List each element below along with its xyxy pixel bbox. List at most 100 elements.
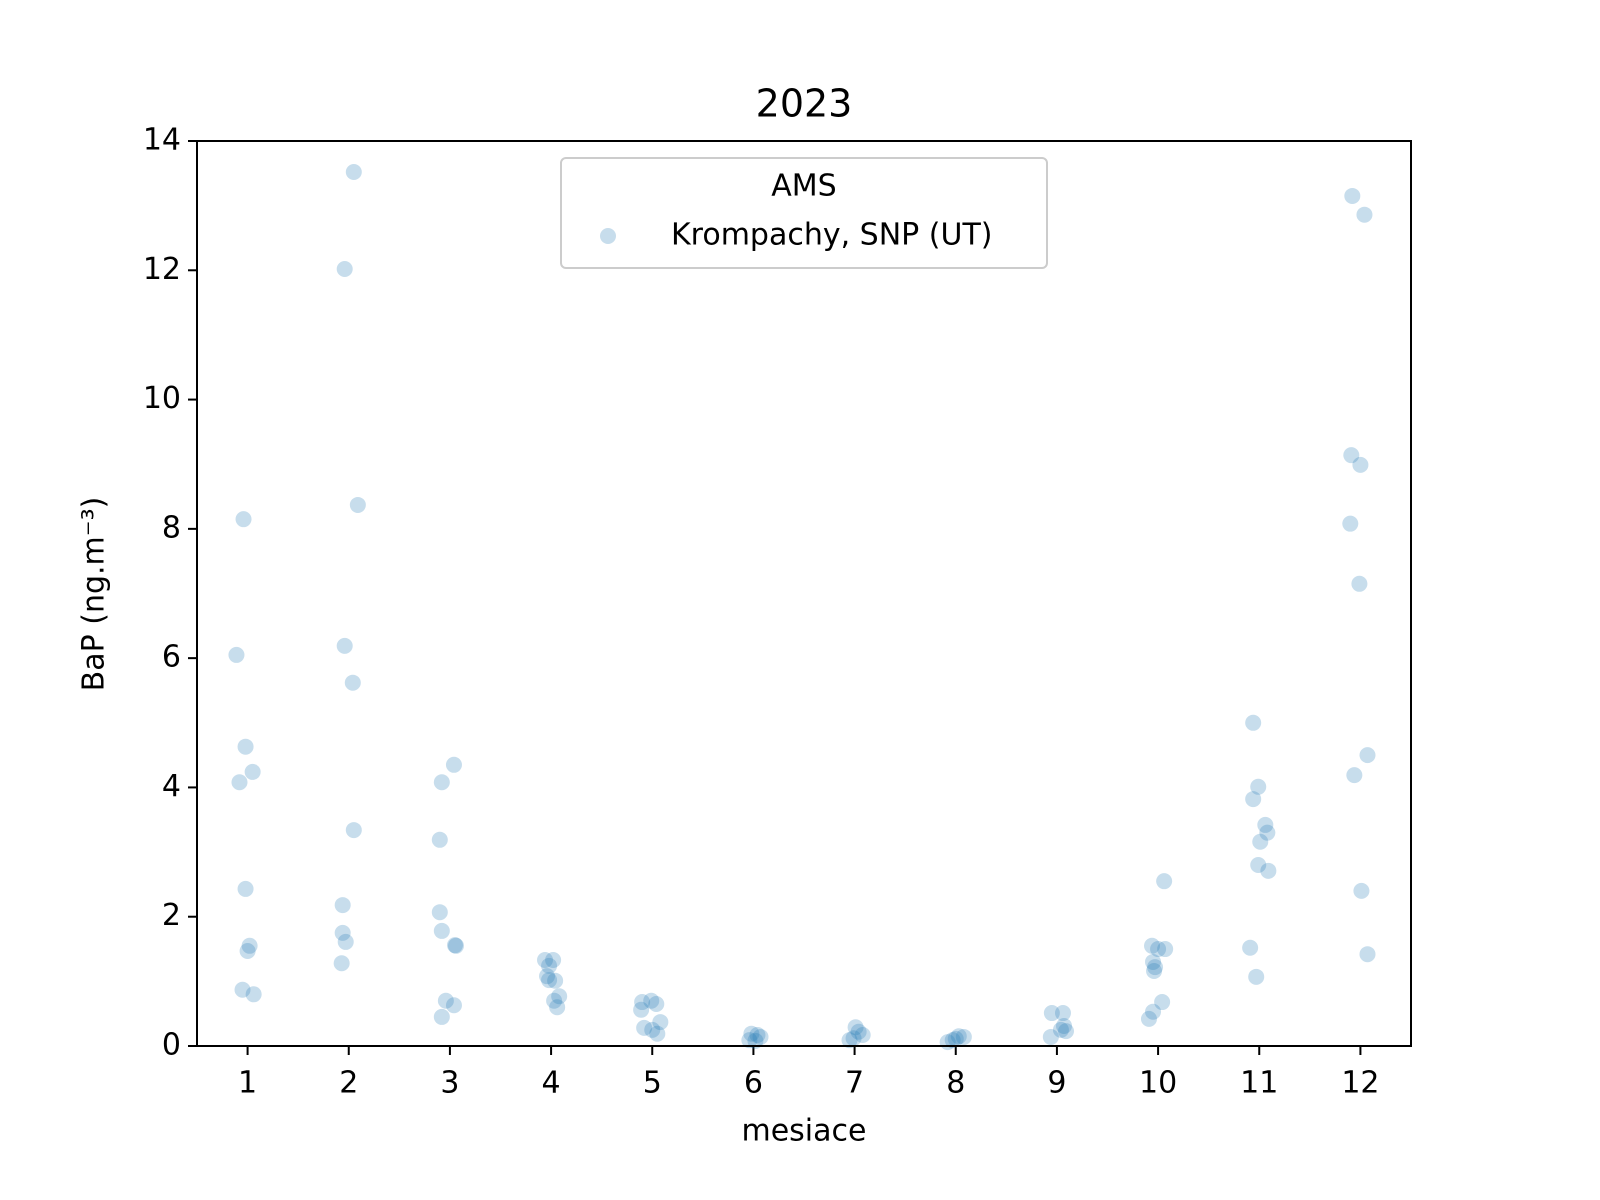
point bbox=[1245, 791, 1262, 808]
point bbox=[1259, 824, 1276, 841]
point bbox=[1257, 816, 1274, 833]
x-tick-label: 5 bbox=[643, 1066, 662, 1101]
point bbox=[344, 674, 361, 691]
x-tick-label: 8 bbox=[946, 1066, 965, 1101]
point bbox=[537, 952, 554, 969]
point bbox=[1154, 994, 1171, 1011]
point bbox=[854, 1027, 871, 1044]
point bbox=[547, 972, 564, 989]
y-tick-label: 12 bbox=[143, 252, 181, 287]
point bbox=[1342, 515, 1359, 532]
x-tick-label: 9 bbox=[1047, 1066, 1066, 1101]
y-tick-label: 4 bbox=[162, 769, 181, 804]
point bbox=[333, 955, 350, 972]
y-tick-label: 8 bbox=[162, 510, 181, 545]
plot-frame bbox=[196, 140, 1412, 1047]
y-tick-label: 14 bbox=[143, 123, 181, 158]
point bbox=[741, 1032, 758, 1049]
x-tick-label: 3 bbox=[440, 1066, 459, 1101]
point bbox=[1042, 1028, 1059, 1045]
x-tick-label: 6 bbox=[744, 1066, 763, 1101]
point bbox=[334, 924, 351, 941]
point bbox=[845, 1030, 862, 1047]
point bbox=[541, 957, 558, 974]
point bbox=[1150, 941, 1167, 958]
point bbox=[752, 1028, 769, 1045]
point bbox=[1359, 946, 1376, 963]
point bbox=[1146, 963, 1163, 980]
x-tick-label: 1 bbox=[238, 1066, 257, 1101]
point bbox=[1352, 456, 1369, 473]
point bbox=[1260, 862, 1277, 879]
point bbox=[743, 1025, 760, 1042]
point bbox=[955, 1028, 972, 1045]
chart-title: 2023 bbox=[756, 82, 853, 126]
point bbox=[841, 1032, 858, 1049]
point bbox=[237, 738, 254, 755]
y-axis-label: BaP (ng.m⁻³) bbox=[77, 497, 112, 692]
point bbox=[433, 774, 450, 791]
legend-label: Krompachy, SNP (UT) bbox=[671, 218, 993, 253]
point bbox=[652, 1014, 669, 1031]
x-tick-label: 7 bbox=[845, 1066, 864, 1101]
point bbox=[433, 1008, 450, 1025]
point bbox=[944, 1032, 961, 1049]
point bbox=[749, 1027, 766, 1044]
point bbox=[431, 904, 448, 921]
point bbox=[1144, 937, 1161, 954]
point bbox=[549, 999, 566, 1016]
point bbox=[228, 646, 245, 663]
point bbox=[636, 1019, 653, 1036]
point bbox=[345, 164, 362, 181]
point bbox=[643, 992, 660, 1009]
point bbox=[950, 1028, 967, 1045]
point bbox=[1359, 747, 1376, 764]
point bbox=[446, 937, 463, 954]
point bbox=[1055, 1017, 1072, 1034]
point bbox=[1052, 1021, 1069, 1038]
point bbox=[334, 897, 351, 914]
point bbox=[545, 952, 562, 969]
point bbox=[1356, 206, 1373, 223]
point bbox=[237, 880, 254, 897]
point bbox=[644, 1021, 661, 1038]
point bbox=[445, 756, 462, 773]
point bbox=[447, 937, 464, 954]
y-tick-label: 6 bbox=[162, 640, 181, 675]
y-tick-label: 10 bbox=[143, 381, 181, 416]
point bbox=[1353, 882, 1370, 899]
point bbox=[437, 992, 454, 1009]
point bbox=[234, 981, 251, 998]
x-tick-label: 12 bbox=[1341, 1066, 1379, 1101]
legend-title: AMS bbox=[771, 169, 836, 204]
point bbox=[649, 1025, 666, 1042]
x-axis-label: mesiace bbox=[742, 1114, 867, 1149]
point bbox=[1140, 1010, 1157, 1027]
point bbox=[947, 1030, 964, 1047]
point bbox=[1248, 968, 1265, 985]
x-tick-label: 11 bbox=[1240, 1066, 1278, 1101]
point bbox=[541, 972, 558, 989]
x-tick-label: 2 bbox=[339, 1066, 358, 1101]
point bbox=[445, 997, 462, 1014]
x-tick-label: 4 bbox=[542, 1066, 561, 1101]
point bbox=[244, 763, 261, 780]
point bbox=[648, 995, 665, 1012]
point bbox=[345, 822, 362, 839]
point bbox=[1145, 953, 1162, 970]
point bbox=[1245, 714, 1262, 731]
point bbox=[1252, 833, 1269, 850]
point bbox=[1058, 1023, 1075, 1040]
point bbox=[231, 774, 248, 791]
point bbox=[1156, 873, 1173, 890]
legend-box bbox=[560, 157, 1048, 269]
point bbox=[1344, 187, 1361, 204]
point bbox=[431, 831, 448, 848]
point bbox=[1157, 941, 1174, 958]
point bbox=[634, 994, 651, 1011]
point bbox=[747, 1032, 764, 1049]
point bbox=[539, 968, 556, 985]
point bbox=[1351, 575, 1368, 592]
point bbox=[336, 637, 353, 654]
